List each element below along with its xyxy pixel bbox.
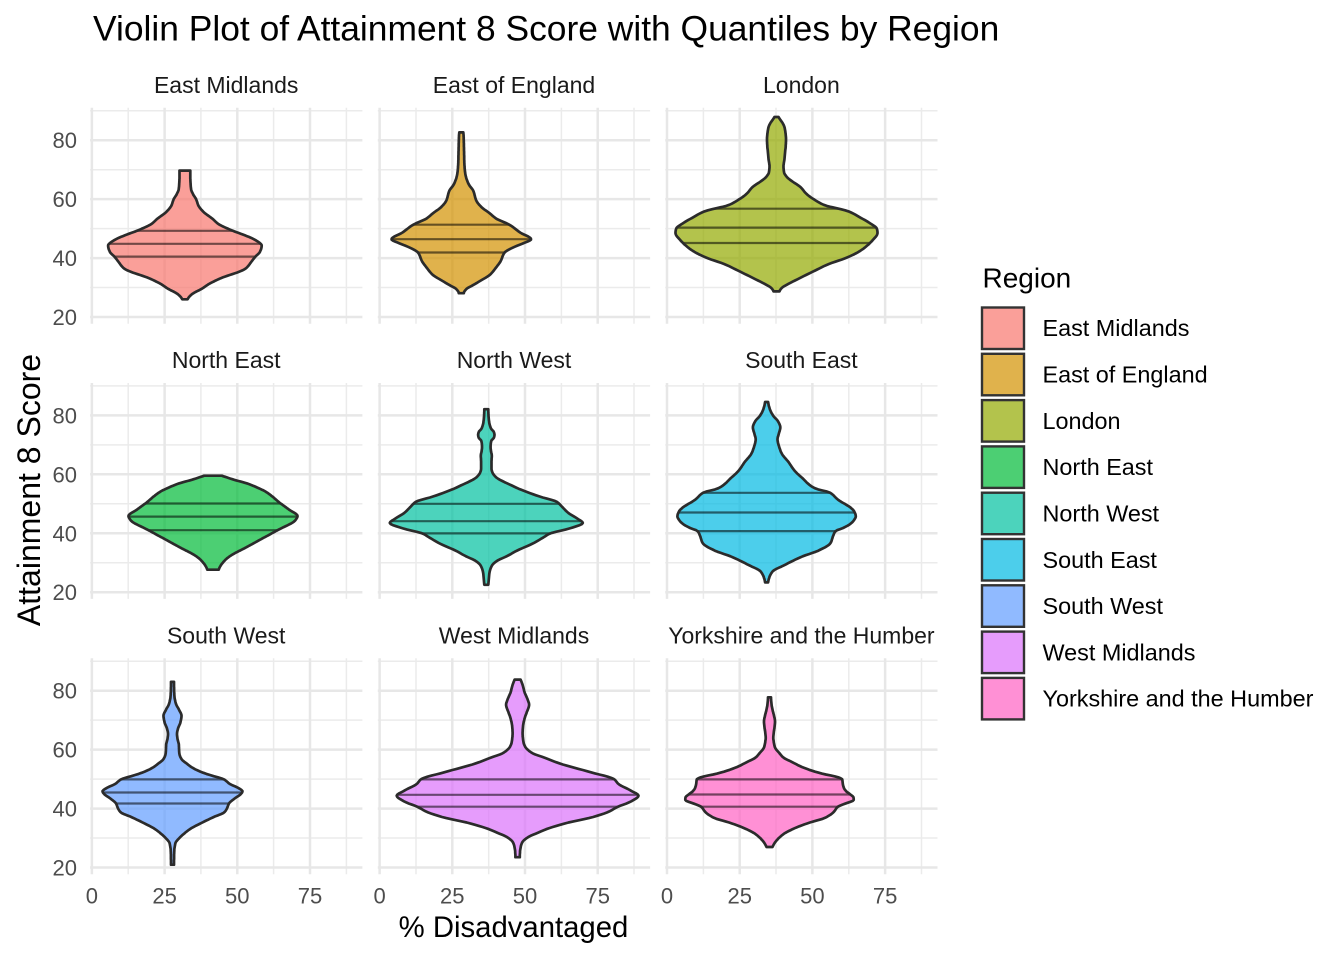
svg-text:25: 25 xyxy=(727,884,751,909)
svg-text:South West: South West xyxy=(1043,593,1164,619)
svg-text:West Midlands: West Midlands xyxy=(439,623,589,649)
svg-text:75: 75 xyxy=(873,884,897,909)
svg-text:North West: North West xyxy=(1043,501,1160,527)
svg-text:East of England: East of England xyxy=(1043,362,1208,388)
svg-text:20: 20 xyxy=(53,856,77,881)
svg-text:40: 40 xyxy=(53,521,77,546)
svg-text:20: 20 xyxy=(53,305,77,330)
svg-text:South East: South East xyxy=(745,347,858,373)
svg-text:Attainment 8 Score: Attainment 8 Score xyxy=(11,354,47,626)
svg-text:75: 75 xyxy=(585,884,609,909)
svg-text:South East: South East xyxy=(1043,547,1158,573)
svg-text:% Disadvantaged: % Disadvantaged xyxy=(399,911,629,944)
svg-text:Violin Plot of Attainment 8 Sc: Violin Plot of Attainment 8 Score with Q… xyxy=(93,9,999,49)
svg-text:0: 0 xyxy=(373,884,385,909)
svg-text:25: 25 xyxy=(152,884,176,909)
svg-text:Yorkshire and the Humber: Yorkshire and the Humber xyxy=(668,623,935,649)
svg-text:50: 50 xyxy=(800,884,824,909)
svg-text:Yorkshire and the Humber: Yorkshire and the Humber xyxy=(1043,686,1314,712)
svg-text:60: 60 xyxy=(53,187,77,212)
svg-text:25: 25 xyxy=(440,884,464,909)
svg-text:West Midlands: West Midlands xyxy=(1043,639,1196,665)
svg-text:London: London xyxy=(763,72,840,98)
svg-text:60: 60 xyxy=(53,462,77,487)
svg-text:50: 50 xyxy=(225,884,249,909)
svg-text:North East: North East xyxy=(1043,454,1154,480)
svg-text:80: 80 xyxy=(53,128,77,153)
svg-text:Region: Region xyxy=(983,263,1072,294)
svg-text:0: 0 xyxy=(86,884,98,909)
svg-text:80: 80 xyxy=(53,403,77,428)
svg-text:South West: South West xyxy=(167,623,286,649)
svg-text:40: 40 xyxy=(53,797,77,822)
svg-text:0: 0 xyxy=(661,884,673,909)
svg-text:80: 80 xyxy=(53,679,77,704)
svg-text:East Midlands: East Midlands xyxy=(1043,315,1190,341)
svg-text:East Midlands: East Midlands xyxy=(154,72,298,98)
svg-text:20: 20 xyxy=(53,580,77,605)
svg-text:North West: North West xyxy=(457,347,572,373)
svg-text:North East: North East xyxy=(172,347,281,373)
svg-text:East of England: East of England xyxy=(433,72,595,98)
svg-text:75: 75 xyxy=(298,884,322,909)
svg-text:London: London xyxy=(1043,408,1121,434)
svg-text:50: 50 xyxy=(513,884,537,909)
svg-text:40: 40 xyxy=(53,246,77,271)
svg-text:60: 60 xyxy=(53,738,77,763)
